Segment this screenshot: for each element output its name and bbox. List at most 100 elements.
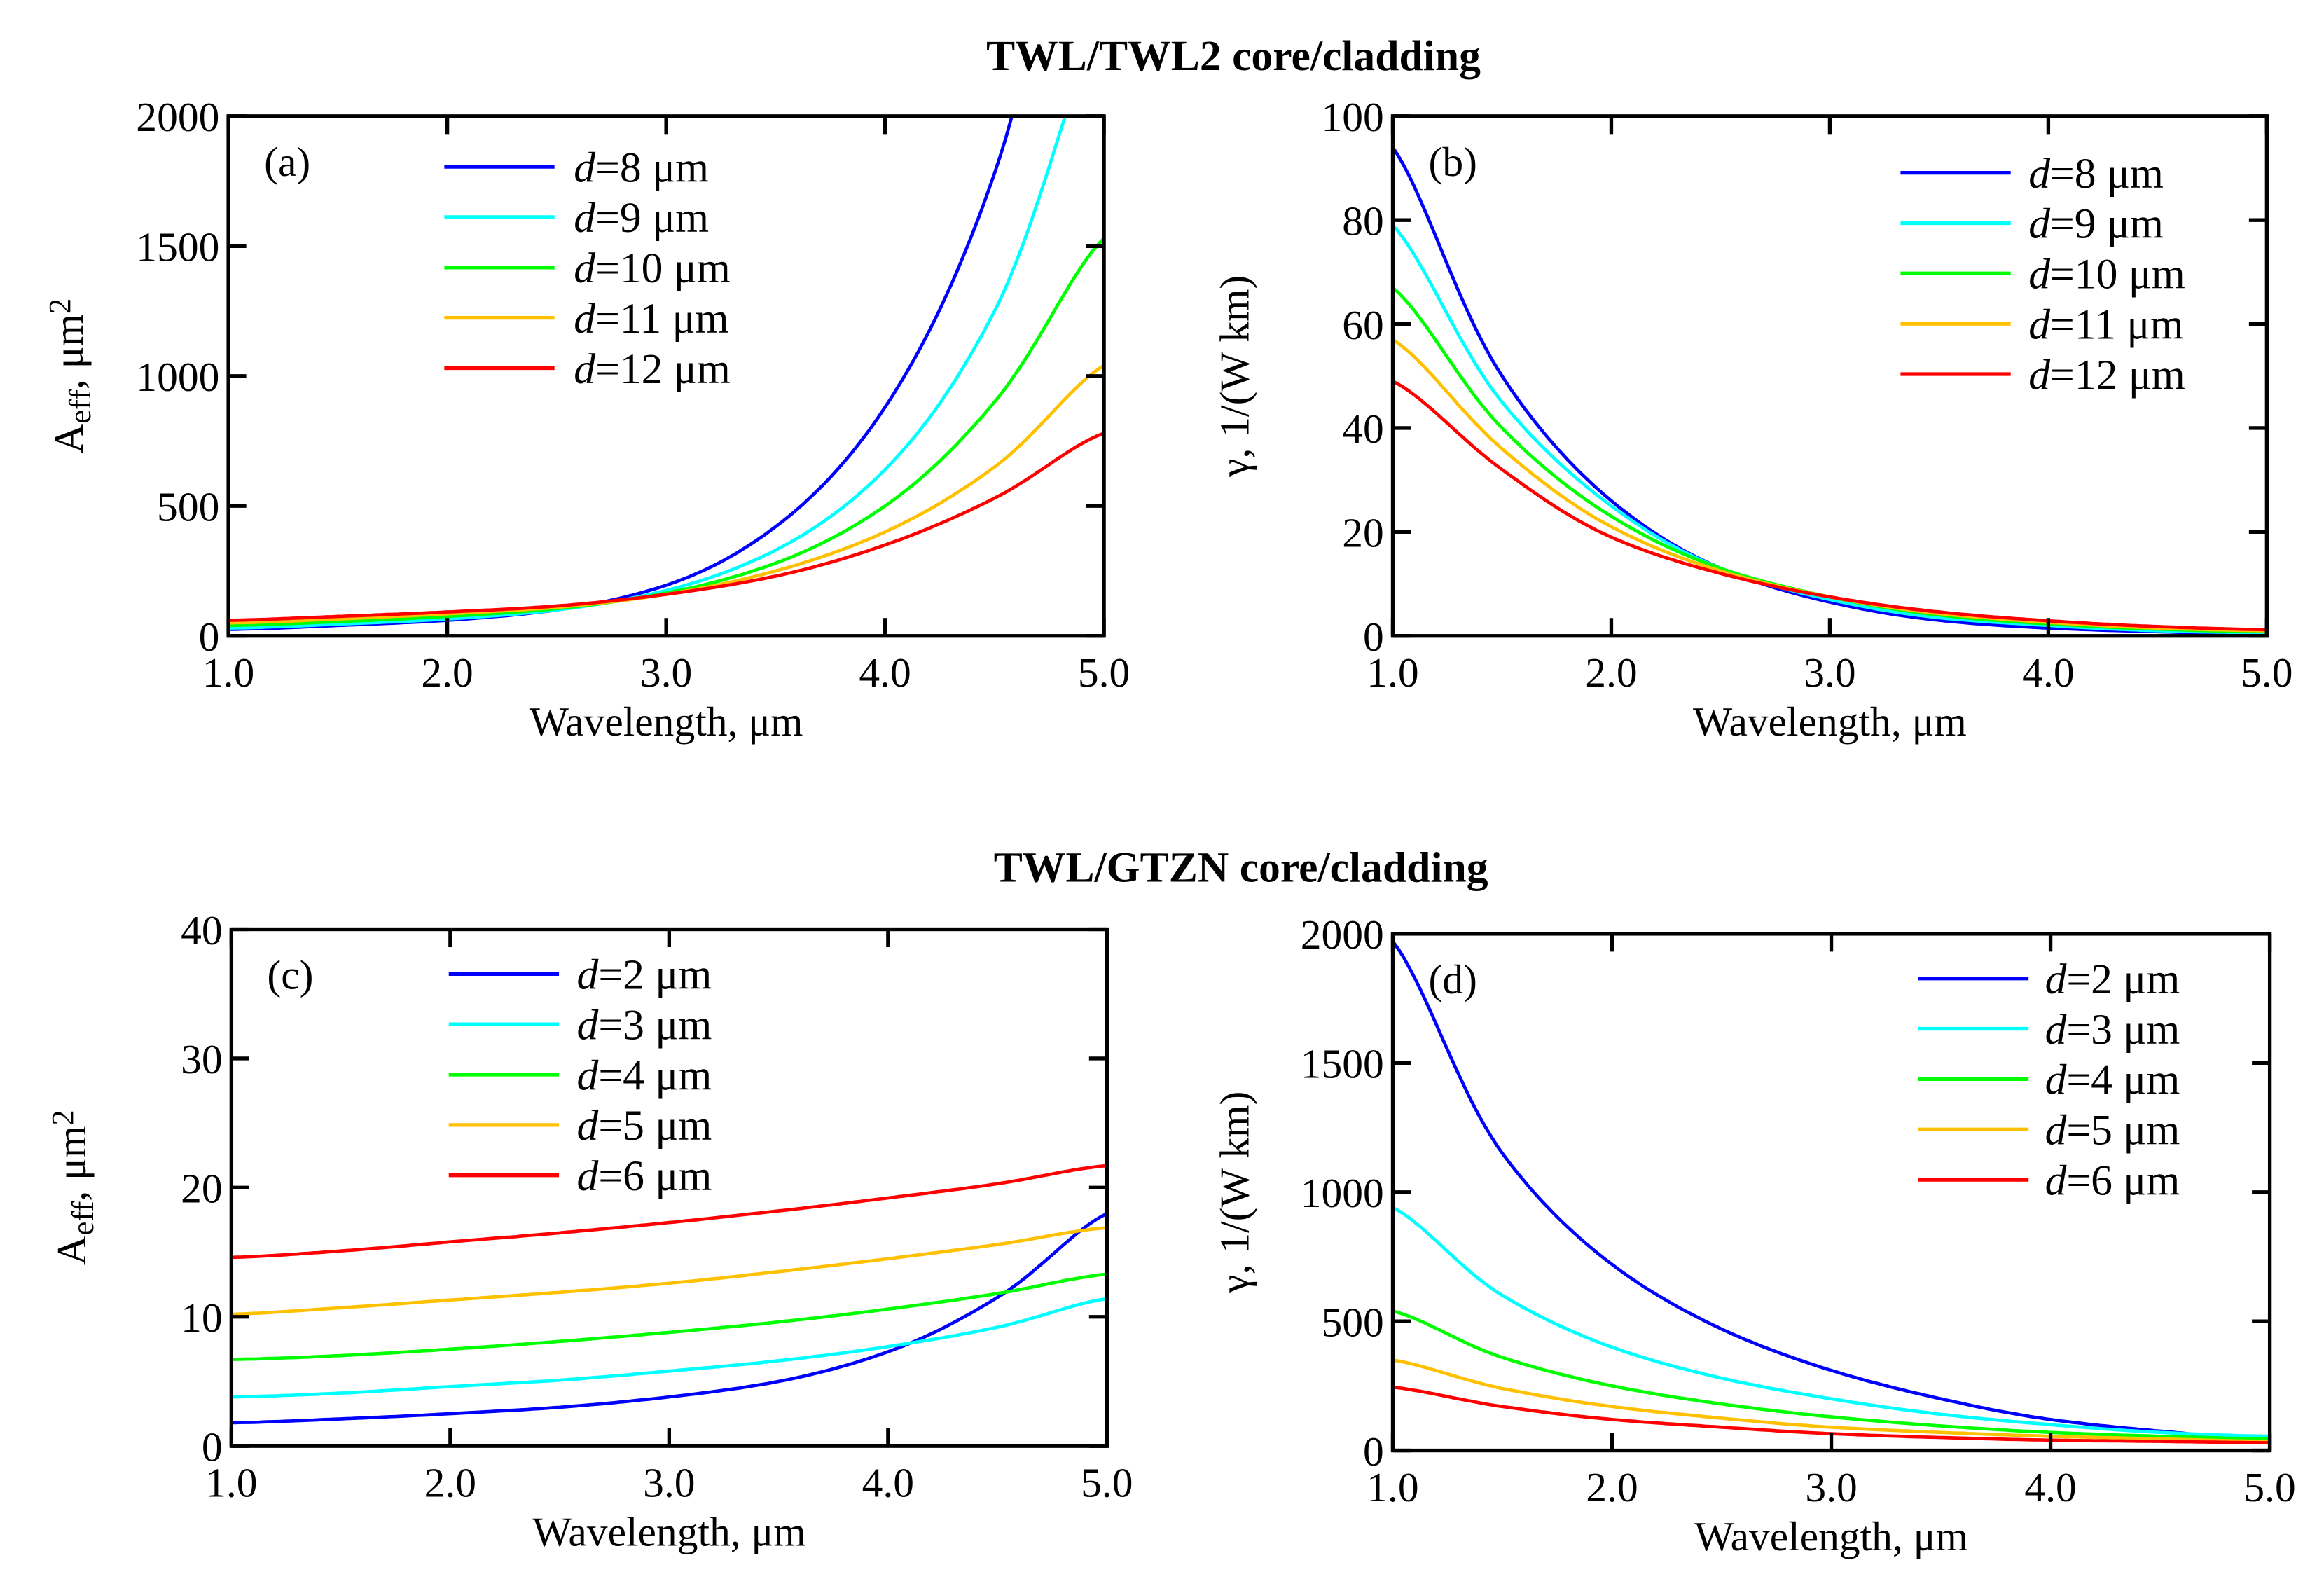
x-tick-label: 3.0: [1805, 1464, 1857, 1510]
legend-var: d: [574, 144, 595, 191]
y-axis-label: Aeff, μm2: [45, 1110, 100, 1265]
legend-entry: d=2 μm: [2045, 956, 2180, 1003]
panel-label: (c): [267, 952, 313, 998]
panel-b: 1.0 2.0 3.0 4.0 5.0 0 20 40 60 80 100 Wavelength, μ…: [1211, 94, 2292, 745]
legend-var: d: [574, 194, 595, 242]
y-tick-label: 80: [1342, 198, 1384, 244]
x-tick-label: 5.0: [1081, 1459, 1133, 1505]
legend-var: d: [577, 1152, 599, 1200]
y-tick-label: 100: [1321, 94, 1383, 140]
legend: d=8 μmd=9 μmd=10 μmd=11 μmd=12 μm: [1900, 150, 2185, 399]
series-line-3: [1392, 1358, 2270, 1443]
legend-entry: d=6 μm: [577, 1152, 712, 1200]
x-tick-label: 1.0: [205, 1459, 257, 1505]
title-bottom: TWL/GTZN core/cladding: [994, 843, 1488, 891]
x-tick-label: 5.0: [2243, 1464, 2295, 1510]
legend-entry: d=10 μm: [2028, 251, 2185, 298]
legend-entry: d=4 μm: [577, 1051, 712, 1099]
series-line-3: [231, 1226, 1107, 1316]
title-top: TWL/TWL2 core/cladding: [986, 32, 1481, 80]
x-tick-label: 5.0: [1078, 649, 1130, 696]
series-line-4: [1392, 380, 2267, 632]
legend-entry: d=9 μm: [2028, 200, 2164, 248]
legend-label: =12 μm: [2050, 351, 2185, 399]
legend-label: =10 μm: [595, 244, 731, 292]
legend-entry: d=12 μm: [2028, 351, 2185, 399]
y-tick-label: 500: [157, 484, 219, 530]
y-tick-label: 20: [1342, 510, 1384, 556]
x-axis-label: Wavelength, μm: [1694, 1513, 1968, 1559]
legend-var: d: [2028, 200, 2050, 248]
legend: d=2 μmd=3 μmd=4 μmd=5 μmd=6 μm: [448, 951, 712, 1200]
legend-entry: d=8 μm: [2028, 150, 2164, 198]
x-tick-label: 4.0: [2024, 1464, 2076, 1510]
y-axis-label-part: γ, 1/(W km): [1211, 275, 1257, 478]
legend-var: d: [574, 244, 595, 292]
series-line-1: [231, 1297, 1107, 1399]
x-tick-label: 4.0: [862, 1459, 914, 1505]
panel-a: 1.0 2.0 3.0 4.0 5.0 0 500 1000 1500 2000 Wavelengt…: [42, 94, 1130, 745]
legend-var: d: [574, 295, 595, 343]
legend-var: d: [577, 1001, 599, 1049]
legend-entry: d=6 μm: [2045, 1157, 2180, 1204]
legend-var: d: [2045, 1157, 2067, 1204]
legend-entry: d=9 μm: [574, 194, 709, 242]
x-tick-label: 2.0: [1585, 649, 1637, 696]
y-tick-label: 2000: [1301, 911, 1384, 958]
y-tick-label: 1000: [1301, 1170, 1384, 1216]
x-tick-label: 2.0: [421, 649, 473, 696]
series-line-2: [1392, 1309, 2270, 1441]
legend-label: =8 μm: [2050, 150, 2164, 198]
x-tick-label: 1.0: [1367, 1464, 1418, 1510]
legend-label: =11 μm: [2050, 301, 2183, 348]
x-tick-label: 2.0: [1586, 1464, 1638, 1510]
legend-var: d: [2045, 1106, 2067, 1154]
legend-entry: d=10 μm: [574, 244, 731, 292]
series-line-0: [1392, 940, 2270, 1441]
y-axis-label: Aeff, μm2: [42, 298, 97, 454]
x-tick-label: 1.0: [1367, 649, 1418, 696]
panel-d: 1.0 2.0 3.0 4.0 5.0 0 500 1000 1500 2000 Wavelengt…: [1211, 911, 2296, 1559]
legend-entry: d=11 μm: [2028, 301, 2183, 348]
series-line-4: [231, 1164, 1107, 1260]
y-axis-label-part: 2: [45, 1110, 80, 1125]
legend-label: =5 μm: [2066, 1106, 2180, 1154]
y-axis-label-part: A: [46, 424, 92, 454]
y-tick-label: 0: [202, 1423, 223, 1470]
y-tick-label: 10: [181, 1295, 223, 1341]
legend-var: d: [2028, 301, 2050, 348]
x-tick-label: 5.0: [2241, 649, 2292, 696]
y-axis-label-part: γ, 1/(W km): [1211, 1091, 1257, 1294]
legend-label: =9 μm: [595, 194, 709, 242]
y-axis-label-part: 2: [42, 298, 77, 314]
series-line-1: [1392, 1206, 2270, 1438]
legend-label: =4 μm: [2066, 1056, 2180, 1104]
y-tick-label: 500: [1321, 1299, 1383, 1345]
legend-var: d: [2045, 956, 2067, 1003]
y-axis-label: γ, 1/(W km): [1211, 275, 1257, 478]
series-line-2: [231, 1272, 1107, 1362]
x-tick-label: 3.0: [1804, 649, 1855, 696]
legend-var: d: [2028, 150, 2050, 198]
series-line-1: [228, 116, 1067, 630]
y-axis-label-part: , μm: [46, 314, 92, 389]
legend-label: =5 μm: [598, 1102, 712, 1150]
x-axis-label: Wavelength, μm: [1693, 698, 1967, 745]
y-tick-label: 0: [1363, 1428, 1384, 1475]
y-tick-label: 0: [199, 614, 220, 660]
y-tick-label: 40: [1342, 406, 1384, 452]
legend-entry: d=12 μm: [574, 345, 731, 393]
legend-entry: d=8 μm: [574, 144, 709, 191]
legend-entry: d=4 μm: [2045, 1056, 2180, 1104]
legend-var: d: [577, 951, 599, 999]
series-line-0: [231, 1212, 1107, 1425]
legend-label: =4 μm: [598, 1051, 712, 1099]
legend-label: =6 μm: [598, 1152, 712, 1200]
y-tick-label: 60: [1342, 302, 1384, 348]
legend-label: =6 μm: [2066, 1157, 2180, 1204]
legend-label: =2 μm: [598, 951, 712, 999]
legend-entry: d=11 μm: [574, 295, 728, 343]
legend-var: d: [2045, 1056, 2067, 1104]
y-axis-label-part: eff: [62, 389, 97, 424]
y-axis-label-part: eff: [65, 1201, 100, 1235]
